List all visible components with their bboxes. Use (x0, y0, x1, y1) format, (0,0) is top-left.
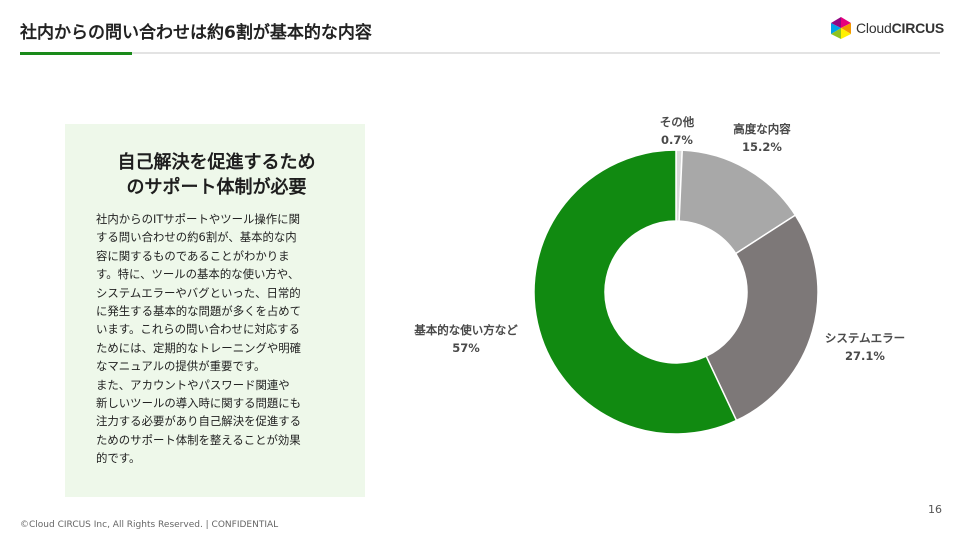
slice-label-4: 基本的な使い方など (413, 323, 518, 337)
logo-text: CloudCIRCUS (856, 20, 944, 36)
slice-label-1: その他 (660, 115, 695, 129)
donut-chart-svg: その他 0.7% 高度な内容 15.2% システムエラー 27.1% 基本的な使い方など 57… (413, 115, 905, 435)
slice-value-1: 0.7% (661, 133, 693, 147)
card-heading-line-2: のサポート体制が必要 (126, 177, 307, 198)
footer-copyright: ©Cloud CIRCUS Inc, All Rights Reserved. … (20, 520, 279, 530)
header-accent-bar (20, 52, 132, 55)
slice-value-3: 27.1% (845, 349, 885, 363)
logo-text-circus: CIRCUS (891, 20, 945, 36)
card-heading-line-1: 自己解決を促進するため (117, 152, 316, 173)
slice-value-4: 57% (452, 341, 480, 355)
summary-card: 自己解決を促進するため のサポート体制が必要 社内からのITサポートやツール操作… (65, 124, 365, 497)
cloud-circus-logo: CloudCIRCUS (830, 16, 944, 40)
slice-label-3: システムエラー (825, 331, 905, 345)
header-divider (20, 52, 940, 54)
card-heading: 自己解決を促進するため のサポート体制が必要 (90, 150, 343, 200)
donut-slice-4 (533, 149, 738, 435)
logo-icon (831, 17, 851, 39)
card-body-text: 社内からのITサポートやツール操作に関 する問い合わせの約6割が、基本的な内 容… (96, 212, 302, 466)
page-title: 社内からの問い合わせは約6割が基本的な内容 (20, 23, 372, 43)
slice-value-2: 15.2% (742, 140, 782, 154)
page-number: 16 (928, 503, 942, 516)
donut-slice-3 (705, 214, 819, 422)
logo-text-cloud: Cloud (856, 20, 892, 36)
donut-chart: その他 0.7% 高度な内容 15.2% システムエラー 27.1% 基本的な使い方など 57… (380, 100, 940, 500)
slice-label-2: 高度な内容 (733, 122, 791, 136)
